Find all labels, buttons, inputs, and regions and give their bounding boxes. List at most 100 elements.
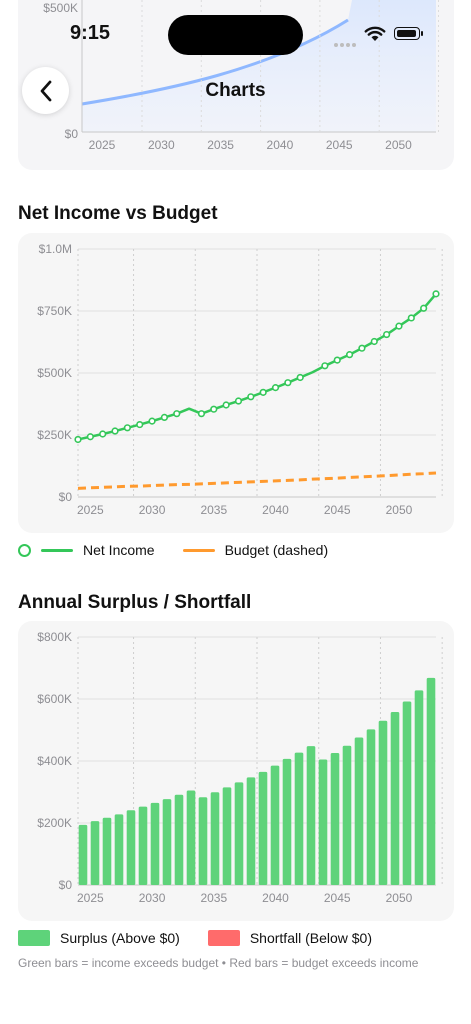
surplus-bar [162,799,172,885]
x-tick-label: 2040 [262,891,289,905]
net-income-point [432,290,440,298]
net-income-point [321,362,329,370]
legend-dot-icon [18,543,31,557]
surplus-bar [342,745,352,885]
top-x-tick-label: 2025 [89,138,116,152]
x-tick-label: 2025 [77,891,104,905]
x-tick-label: 2045 [324,891,351,905]
net-income-legend: Net Income Budget (dashed) [18,542,356,558]
net-income-point [148,417,156,425]
net-income-point [74,435,82,444]
surplus-bar [234,782,244,885]
surplus-bar [390,712,400,885]
x-tick-label: 2035 [200,891,227,905]
x-tick-label: 2035 [200,503,227,517]
legend-surplus-label: Surplus (Above $0) [60,930,180,946]
top-y-tick-zero: $0 [65,127,79,141]
x-tick-label: 2030 [139,891,166,905]
net-income-point [395,322,403,330]
top-x-tick-label: 2030 [148,138,175,152]
x-tick-label: 2050 [386,503,413,517]
navigation-bar: Charts [0,60,471,122]
y-tick-label: $200K [37,816,72,830]
status-bar: 9:15 [0,0,471,60]
net-income-section-title: Net Income vs Budget [18,203,218,224]
y-tick-label: $750K [37,304,72,318]
budget-line [77,471,437,490]
back-button[interactable] [22,67,69,114]
surplus-bar [150,802,160,885]
surplus-bar [246,777,256,885]
surplus-bar [402,701,412,885]
surplus-legend: Surplus (Above $0) Shortfall (Below $0) [18,930,400,946]
net-income-point [383,330,391,339]
surplus-bar [366,729,376,885]
surplus-bar [198,797,208,885]
surplus-bar [426,677,436,885]
legend-net-income-label: Net Income [83,542,155,558]
net-income-point [259,388,267,396]
surplus-bar [378,720,388,885]
x-tick-label: 2030 [139,503,166,517]
net-income-point [123,424,131,432]
page-title: Charts [205,80,266,101]
net-income-point [99,430,107,438]
net-income-chart: $0 $250K $500K $750K $1.0M 2025 2030 2035 2040 20… [37,242,443,517]
net-income-point [358,344,366,352]
net-income-point [407,314,415,322]
surplus-section-title: Annual Surplus / Shortfall [18,592,252,613]
legend-shortfall: Shortfall (Below $0) [207,930,372,946]
surplus-bar [114,814,124,885]
surplus-bar [186,790,196,885]
top-chart-area [82,0,436,132]
legend-red-box [207,930,240,946]
surplus-bar [210,792,220,885]
surplus-bar [282,758,292,885]
x-tick-label: 2045 [324,503,351,517]
legend-green-line [41,548,73,552]
surplus-bar [306,746,316,885]
top-x-tick-label: 2050 [385,138,412,152]
surplus-bar [222,787,232,885]
surplus-bar [414,690,424,885]
net-income-point [136,420,144,429]
surplus-bar [354,737,364,885]
surplus-chart: $0 $200K $400K $600K $800K 2025 2030 2035 2040 20… [37,630,443,905]
wifi-icon [364,26,386,41]
y-tick-label: $0 [59,878,73,892]
y-tick-label: $250K [37,428,72,442]
legend-green-box [18,930,50,946]
y-tick-label: $800K [37,630,72,644]
top-x-tick-label: 2040 [267,138,294,152]
surplus-bar [174,794,184,885]
net-income-point [210,405,218,413]
x-tick-label: 2025 [77,503,104,517]
legend-net-income: Net Income [18,542,155,558]
net-income-point [271,384,280,392]
top-chart-svg: $500K $0 2025 2030 2035 2040 2045 2050 [43,0,439,152]
y-tick-label: $0 [59,490,73,504]
net-income-point [197,410,206,418]
surplus-bar [138,806,148,885]
chevron-left-icon [40,80,51,101]
net-income-point [222,401,230,409]
x-tick-label: 2040 [262,503,289,517]
net-income-point [160,413,169,421]
x-tick-label: 2050 [386,891,413,905]
y-tick-label: $600K [37,692,72,706]
top-chart-line [81,18,349,106]
surplus-bar [126,810,136,885]
battery-icon [394,27,423,40]
net-income-point [86,433,94,441]
surplus-bar [78,824,88,885]
net-income-point [111,427,119,435]
dynamic-island [168,15,303,55]
top-x-tick-label: 2045 [326,138,353,152]
surplus-bar [270,765,280,885]
surplus-chart-card: $0 $200K $400K $600K $800K 2025 2030 2035 2040 20… [18,621,454,921]
net-income-point [284,379,292,387]
net-income-point [296,373,304,382]
net-income-point [420,304,428,312]
surplus-bar [330,752,340,885]
net-income-point [173,410,181,418]
